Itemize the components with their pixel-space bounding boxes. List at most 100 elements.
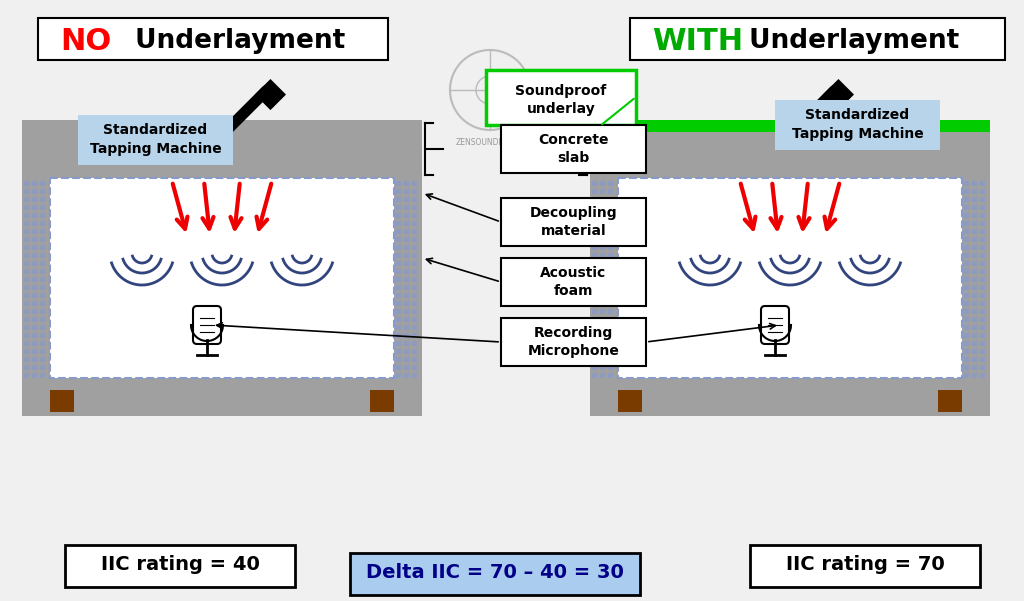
- Bar: [972, 341, 977, 346]
- Bar: [608, 277, 613, 282]
- Bar: [964, 309, 969, 314]
- Bar: [980, 309, 985, 314]
- Text: Underlayment: Underlayment: [740, 28, 959, 54]
- Bar: [600, 197, 605, 202]
- Bar: [412, 205, 417, 210]
- Bar: [32, 229, 37, 234]
- Bar: [980, 373, 985, 378]
- Bar: [396, 189, 401, 194]
- Bar: [24, 213, 29, 218]
- Bar: [980, 205, 985, 210]
- Bar: [592, 365, 597, 370]
- Bar: [40, 373, 45, 378]
- Bar: [972, 245, 977, 250]
- Bar: [412, 189, 417, 194]
- Bar: [32, 245, 37, 250]
- Bar: [592, 349, 597, 354]
- Bar: [964, 221, 969, 226]
- Bar: [964, 357, 969, 362]
- Bar: [600, 333, 605, 338]
- Bar: [24, 237, 29, 242]
- Text: Tapping Machine: Tapping Machine: [90, 142, 221, 156]
- Text: Standardized: Standardized: [806, 108, 909, 122]
- Bar: [412, 181, 417, 186]
- Bar: [608, 181, 613, 186]
- Bar: [980, 221, 985, 226]
- Bar: [412, 317, 417, 322]
- Bar: [592, 341, 597, 346]
- Bar: [980, 325, 985, 330]
- Bar: [412, 221, 417, 226]
- Bar: [964, 253, 969, 258]
- Bar: [24, 205, 29, 210]
- Bar: [32, 373, 37, 378]
- Bar: [40, 261, 45, 266]
- Bar: [40, 181, 45, 186]
- Bar: [396, 349, 401, 354]
- Bar: [980, 189, 985, 194]
- Bar: [32, 197, 37, 202]
- Bar: [412, 301, 417, 306]
- Bar: [40, 237, 45, 242]
- Bar: [608, 285, 613, 290]
- Bar: [404, 277, 409, 282]
- Bar: [592, 285, 597, 290]
- Bar: [964, 213, 969, 218]
- Bar: [24, 301, 29, 306]
- Bar: [592, 309, 597, 314]
- Bar: [396, 293, 401, 298]
- Bar: [24, 197, 29, 202]
- Bar: [24, 189, 29, 194]
- Bar: [592, 205, 597, 210]
- Bar: [608, 365, 613, 370]
- Bar: [608, 349, 613, 354]
- Bar: [964, 229, 969, 234]
- Bar: [32, 341, 37, 346]
- Bar: [980, 269, 985, 274]
- Bar: [24, 269, 29, 274]
- Bar: [396, 221, 401, 226]
- Bar: [600, 221, 605, 226]
- Bar: [32, 189, 37, 194]
- Bar: [40, 205, 45, 210]
- Bar: [412, 245, 417, 250]
- Bar: [972, 317, 977, 322]
- Bar: [972, 365, 977, 370]
- Bar: [50, 178, 394, 378]
- Bar: [32, 309, 37, 314]
- Bar: [964, 261, 969, 266]
- Text: slab: slab: [557, 151, 590, 165]
- Bar: [404, 365, 409, 370]
- Bar: [608, 373, 613, 378]
- Bar: [630, 18, 1005, 60]
- Bar: [608, 205, 613, 210]
- Bar: [600, 261, 605, 266]
- Bar: [618, 178, 962, 378]
- Bar: [32, 301, 37, 306]
- Bar: [592, 189, 597, 194]
- Bar: [592, 293, 597, 298]
- Bar: [404, 189, 409, 194]
- Bar: [600, 301, 605, 306]
- Bar: [370, 390, 394, 412]
- Bar: [980, 261, 985, 266]
- Bar: [592, 277, 597, 282]
- Bar: [412, 357, 417, 362]
- Text: Standardized: Standardized: [103, 123, 208, 137]
- Bar: [404, 253, 409, 258]
- Polygon shape: [823, 79, 854, 110]
- Bar: [412, 373, 417, 378]
- Text: foam: foam: [554, 284, 593, 298]
- Bar: [600, 325, 605, 330]
- Bar: [775, 100, 940, 150]
- Bar: [592, 237, 597, 242]
- Bar: [592, 253, 597, 258]
- Text: material: material: [541, 224, 606, 238]
- Bar: [24, 229, 29, 234]
- Bar: [404, 245, 409, 250]
- Bar: [980, 357, 985, 362]
- Bar: [592, 333, 597, 338]
- Bar: [972, 205, 977, 210]
- Bar: [608, 325, 613, 330]
- Bar: [592, 197, 597, 202]
